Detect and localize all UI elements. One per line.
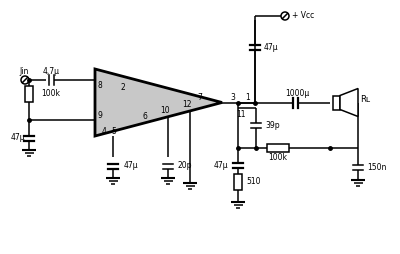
Text: 150n: 150n [367, 163, 386, 172]
Text: + Vcc: + Vcc [292, 11, 314, 21]
Bar [333, 96, 340, 109]
Text: 39p: 39p [265, 120, 280, 130]
Text: 100k: 100k [268, 153, 288, 162]
Text: 8: 8 [98, 81, 102, 89]
Text: 4,7μ: 4,7μ [42, 67, 60, 75]
Polygon shape [95, 69, 222, 136]
Text: 47μ: 47μ [124, 162, 139, 170]
Bar [267, 144, 289, 151]
Text: 9: 9 [98, 112, 102, 120]
Text: 10: 10 [160, 106, 170, 115]
Bar [234, 174, 242, 190]
Text: Jin: Jin [19, 68, 29, 76]
Text: 7: 7 [198, 93, 202, 102]
Text: Rʟ: Rʟ [360, 95, 370, 104]
Text: 47μ: 47μ [213, 161, 228, 170]
Text: 100k: 100k [41, 89, 60, 99]
Text: 5: 5 [112, 126, 116, 135]
Text: 4: 4 [102, 126, 106, 135]
Text: 1: 1 [246, 93, 250, 102]
Text: 1000μ: 1000μ [285, 89, 309, 98]
Text: 2: 2 [121, 83, 125, 91]
Text: 47μ: 47μ [11, 134, 25, 142]
Text: 510: 510 [246, 178, 260, 186]
Text: 6: 6 [142, 112, 148, 120]
Text: 11: 11 [236, 110, 246, 119]
Polygon shape [340, 88, 358, 117]
Text: 3: 3 [230, 93, 236, 102]
Text: 47μ: 47μ [264, 42, 279, 52]
Text: 20p: 20p [178, 162, 192, 170]
Text: 12: 12 [182, 100, 192, 109]
Bar [25, 86, 33, 102]
